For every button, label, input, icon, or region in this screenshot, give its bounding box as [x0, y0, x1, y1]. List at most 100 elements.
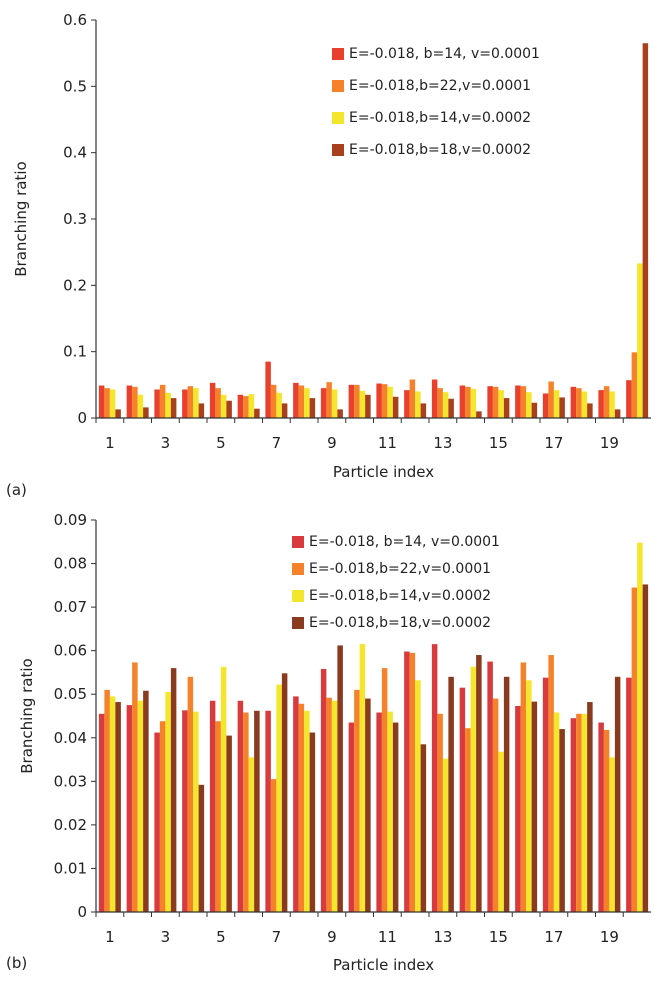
bar-series4-particle-8 — [309, 732, 316, 912]
bar-series2-particle-9 — [326, 697, 332, 912]
bar-series3-particle-9 — [331, 700, 338, 912]
bar-series1-particle-20 — [626, 380, 632, 418]
bar-series2-particle-2 — [132, 386, 138, 418]
bar-series1-particle-18 — [570, 386, 577, 418]
bar-series1-particle-18 — [570, 718, 577, 912]
bar-series1-particle-14 — [459, 385, 466, 418]
bar-series2-particle-6 — [243, 712, 249, 912]
legend-swatch-series1 — [332, 48, 344, 60]
x-tick-label: 17 — [544, 434, 563, 452]
bar-series1-particle-16 — [515, 385, 521, 418]
bar-series3-particle-4 — [193, 388, 199, 418]
legend-swatch-series3 — [332, 112, 344, 124]
bar-series4-particle-6 — [254, 408, 260, 418]
legend-swatch-series2 — [332, 80, 344, 92]
legend-label-series2: E=-0.018,b=22,v=0.0001 — [309, 561, 491, 577]
bar-series1-particle-8 — [293, 696, 299, 912]
x-tick-label: 3 — [161, 928, 171, 946]
bar-series3-particle-12 — [415, 391, 421, 418]
bar-series2-particle-1 — [104, 689, 110, 912]
bar-series3-particle-11 — [387, 711, 393, 912]
y-axis-title: Branching ratio — [12, 161, 30, 276]
bar-series4-particle-19 — [614, 409, 621, 418]
bar-series4-particle-7 — [281, 403, 288, 418]
bar-series4-particle-9 — [337, 409, 343, 418]
bar-series1-particle-7 — [265, 710, 271, 912]
x-tick-label: 1 — [105, 434, 115, 452]
bar-series2-particle-14 — [465, 386, 471, 418]
y-tick-label: 0.02 — [54, 816, 87, 834]
bar-series2-particle-3 — [159, 384, 166, 418]
x-tick-label: 5 — [216, 928, 226, 946]
bar-series4-particle-15 — [503, 398, 510, 418]
bar-series4-particle-5 — [226, 400, 232, 418]
bar-series1-particle-4 — [182, 710, 188, 912]
legend-label-series3: E=-0.018,b=14,v=0.0002 — [309, 588, 491, 604]
bar-series3-particle-20 — [637, 542, 643, 912]
bar-series4-particle-4 — [198, 403, 205, 418]
bar-series1-particle-15 — [487, 661, 493, 912]
bar-series2-particle-8 — [298, 703, 305, 912]
bar-series4-particle-18 — [587, 702, 593, 912]
bar-series3-particle-7 — [276, 392, 282, 418]
bar-series2-particle-12 — [409, 379, 416, 418]
bar-series1-particle-11 — [376, 383, 382, 418]
y-tick-label: 0.03 — [54, 772, 87, 790]
bar-series2-particle-3 — [159, 721, 166, 912]
bar-series3-particle-10 — [359, 390, 366, 418]
bar-series4-particle-11 — [392, 396, 399, 418]
bar-series4-particle-20 — [642, 43, 649, 418]
x-tick-label: 15 — [489, 928, 508, 946]
bar-series3-particle-14 — [470, 666, 477, 912]
bar-series4-particle-16 — [531, 701, 538, 912]
bar-series3-particle-2 — [137, 394, 144, 418]
bar-series3-particle-9 — [331, 389, 338, 418]
bar-series4-particle-10 — [365, 394, 371, 418]
bar-series3-particle-12 — [415, 680, 421, 912]
bar-series2-particle-5 — [215, 388, 221, 418]
bar-series2-particle-19 — [603, 729, 610, 912]
bar-series3-particle-18 — [581, 713, 588, 912]
bar-series4-particle-18 — [587, 403, 593, 418]
bar-series4-particle-13 — [448, 676, 454, 912]
bar-series2-particle-7 — [270, 779, 277, 912]
bar-series1-particle-9 — [320, 388, 327, 418]
bar-series3-particle-20 — [637, 263, 643, 418]
bar-series3-particle-3 — [165, 392, 171, 418]
bar-series1-particle-19 — [598, 390, 604, 418]
bar-series4-particle-1 — [115, 702, 121, 912]
bar-series1-particle-7 — [265, 361, 271, 418]
bar-series2-particle-13 — [437, 713, 443, 912]
bar-series2-particle-13 — [437, 388, 443, 418]
y-tick-label: 0.01 — [54, 859, 87, 877]
bar-series2-particle-10 — [354, 689, 360, 912]
x-tick-label: 17 — [544, 928, 563, 946]
bar-series4-particle-5 — [226, 735, 232, 912]
bar-series1-particle-2 — [126, 705, 133, 912]
x-tick-label: 9 — [327, 434, 337, 452]
bar-series3-particle-6 — [248, 394, 255, 418]
x-tick-label: 13 — [433, 434, 452, 452]
legend-swatch-series4 — [332, 144, 344, 156]
bar-series4-particle-17 — [559, 729, 565, 912]
bar-series3-particle-5 — [220, 394, 227, 418]
x-tick-label: 11 — [378, 434, 397, 452]
bar-series1-particle-16 — [515, 705, 521, 912]
legend: E=-0.018, b=14, v=0.0001 E=-0.018,b=22,v=… — [332, 46, 540, 158]
bar-series1-particle-3 — [154, 389, 160, 418]
x-tick-label: 7 — [272, 434, 282, 452]
bar-series4-particle-16 — [531, 402, 538, 418]
bar-series3-particle-1 — [109, 389, 116, 418]
bar-series1-particle-12 — [404, 390, 410, 418]
y-tick-label: 0.6 — [63, 11, 87, 29]
bar-series3-particle-7 — [276, 684, 282, 912]
bar-series4-particle-17 — [559, 397, 565, 418]
x-axis-title: Particle index — [333, 463, 434, 481]
bar-series2-particle-15 — [492, 698, 499, 912]
bar-series1-particle-3 — [154, 732, 160, 912]
bar-series1-particle-14 — [459, 687, 466, 912]
bar-series3-particle-4 — [193, 711, 199, 912]
bar-series2-particle-17 — [548, 381, 554, 418]
bar-series4-particle-20 — [642, 584, 649, 912]
